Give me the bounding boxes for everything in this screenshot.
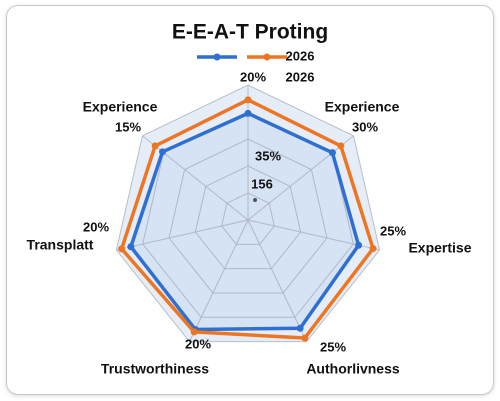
series-area bbox=[119, 98, 375, 340]
grid-ring bbox=[194, 165, 302, 270]
axis-label: Trustworthiness bbox=[101, 361, 209, 377]
axis-annotation: 25% bbox=[320, 339, 346, 354]
grid-ring bbox=[221, 192, 275, 245]
series-point bbox=[355, 241, 363, 249]
axis-label: Expertise bbox=[408, 240, 471, 256]
legend-label: 2026 bbox=[286, 48, 315, 63]
series-point bbox=[118, 245, 126, 253]
axis-annotation: 30% bbox=[352, 119, 378, 134]
grid-ring bbox=[115, 84, 381, 343]
axis-annotation: 20% bbox=[83, 219, 109, 234]
series-point bbox=[296, 324, 304, 332]
grid-spoke bbox=[247, 219, 308, 342]
axis-label: Experience bbox=[325, 99, 400, 115]
legend-label: 2026 bbox=[286, 69, 315, 84]
chart-title: E-E-A-T Proting bbox=[172, 21, 328, 44]
inner-annotation: 35% bbox=[255, 148, 281, 163]
legend-dot bbox=[263, 53, 271, 61]
axis-label: Authorlivness bbox=[306, 361, 400, 377]
series-point bbox=[369, 245, 377, 253]
series-point bbox=[159, 148, 167, 156]
axis-annotation: 20% bbox=[185, 336, 211, 351]
series-point bbox=[301, 334, 309, 342]
inner-annotation: 156 bbox=[251, 176, 273, 191]
series-point bbox=[151, 142, 159, 150]
series-area bbox=[129, 111, 361, 332]
series-point bbox=[328, 149, 336, 157]
axis-label: Experience bbox=[83, 99, 158, 115]
grid-spoke bbox=[188, 219, 249, 342]
grid-ring bbox=[168, 138, 328, 294]
series-point bbox=[190, 328, 198, 336]
axis-annotation: 20% bbox=[240, 69, 266, 84]
series-point bbox=[244, 109, 252, 117]
legend-dot bbox=[213, 53, 221, 61]
axis-label: Transplatt bbox=[27, 237, 94, 253]
grid-spoke bbox=[116, 219, 249, 251]
series-point bbox=[127, 243, 135, 251]
axis-annotation: 15% bbox=[115, 119, 141, 134]
series-point bbox=[244, 96, 252, 104]
axis-annotation: 25% bbox=[380, 223, 406, 238]
center-dot bbox=[253, 198, 257, 202]
series-point bbox=[337, 142, 345, 150]
grid-spoke bbox=[247, 135, 354, 221]
